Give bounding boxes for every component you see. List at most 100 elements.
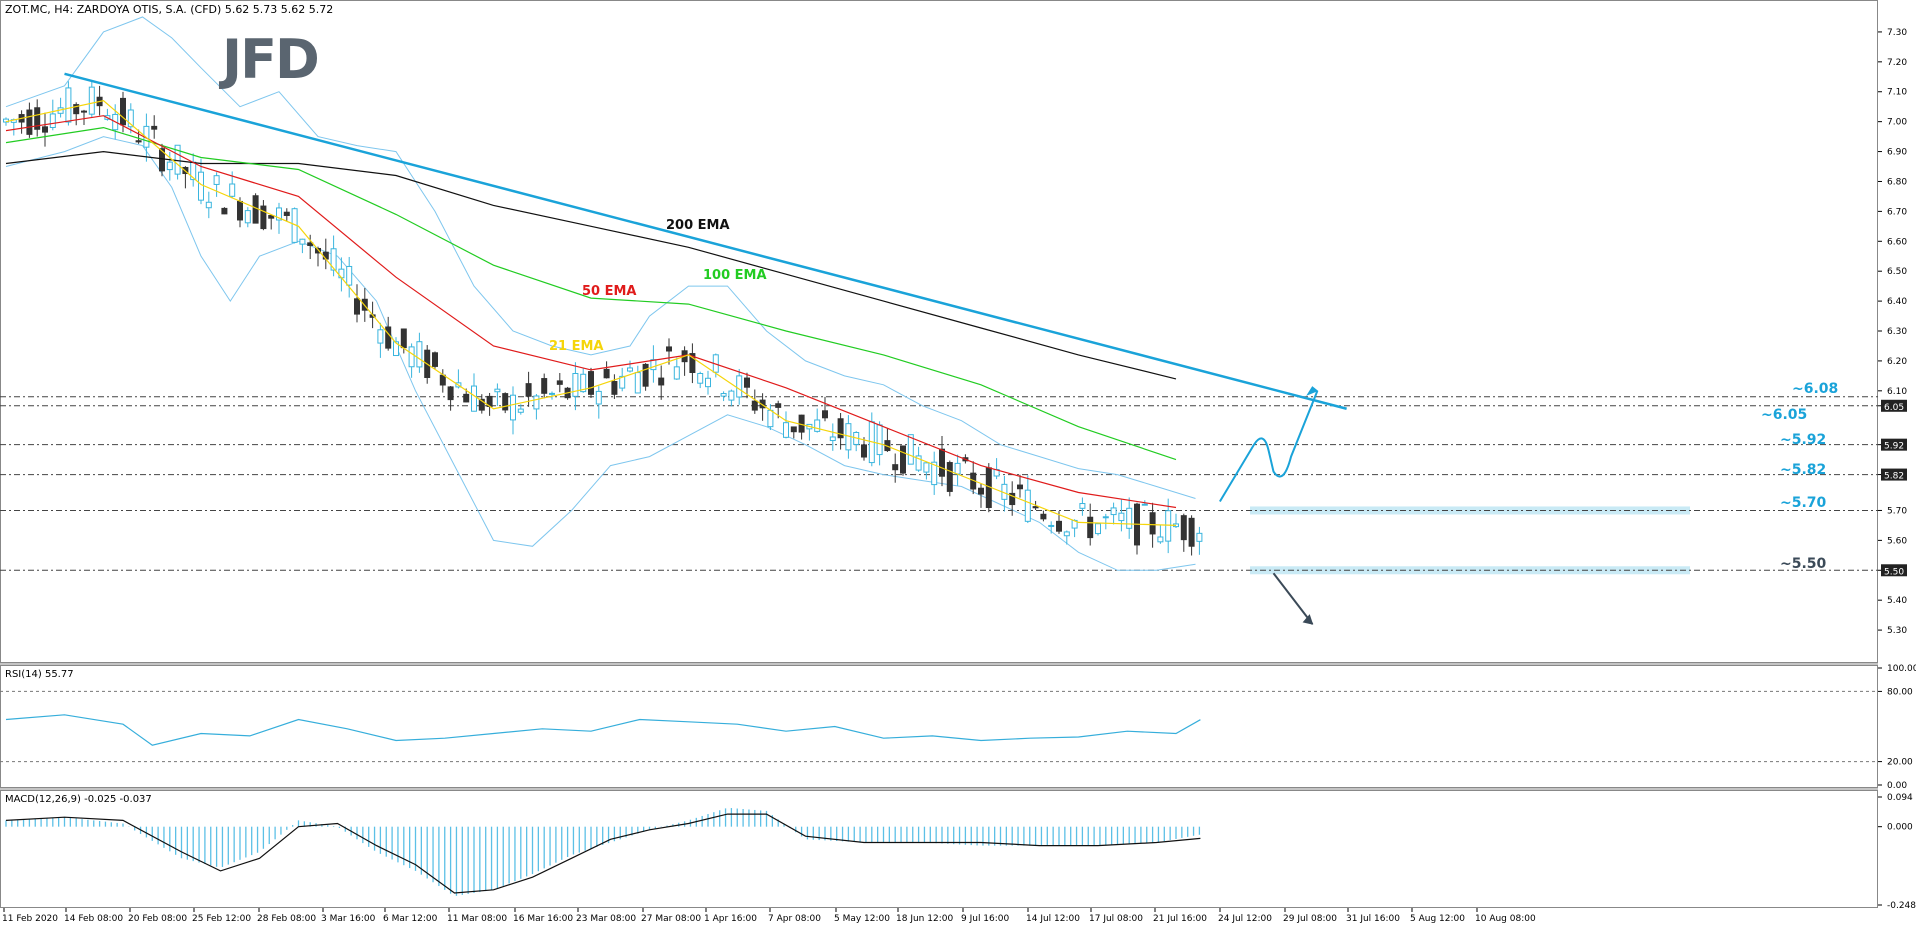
candle-down <box>790 426 797 433</box>
candle-down <box>588 371 594 395</box>
candle-up <box>510 394 516 421</box>
rsi-title: RSI(14) 55.77 <box>5 669 74 680</box>
candle-up <box>650 359 657 371</box>
x-tick-label: 20 Feb 08:00 <box>128 914 187 924</box>
y-level-tag <box>1881 468 1907 481</box>
candle-up <box>299 238 306 245</box>
y-tick-label: 5.40 <box>1887 596 1907 606</box>
x-tick-label: 7 Apr 08:00 <box>768 914 821 924</box>
candle-down <box>221 207 228 215</box>
downtrend-line <box>64 72 1347 410</box>
y-tick-label: 6.60 <box>1887 237 1907 247</box>
candle-up <box>915 455 922 471</box>
candle-down <box>900 445 906 474</box>
candle-down <box>237 200 243 221</box>
y-level-tag <box>1881 438 1907 451</box>
candle-down <box>822 410 828 419</box>
y-tick-label: 6.50 <box>1887 267 1907 277</box>
candle-up <box>517 408 524 413</box>
candle-up <box>720 393 727 397</box>
candle-up <box>619 375 626 389</box>
candle-down <box>744 377 750 388</box>
candle-up <box>1118 512 1125 522</box>
candle-down <box>541 378 548 394</box>
x-tick-label: 1 Apr 16:00 <box>704 914 757 924</box>
candle-down <box>502 393 509 411</box>
y-tick-label: 6.90 <box>1887 148 1907 158</box>
bollinger-lower <box>5 136 1196 571</box>
candle-down <box>135 140 142 143</box>
y-tick-label: 6.40 <box>1887 297 1907 307</box>
candle-down <box>260 205 267 230</box>
y-level-tag-label: 5.92 <box>1884 442 1904 452</box>
candle-up <box>931 461 938 486</box>
candle-down <box>1180 515 1187 541</box>
candle-down <box>861 444 867 458</box>
x-tick-label: 16 Mar 16:00 <box>513 914 573 924</box>
candle-down <box>42 126 48 133</box>
macd-panel-frame <box>0 790 1878 908</box>
candle-up <box>549 392 555 395</box>
candle-up <box>923 462 930 473</box>
y-tick-label: 5.60 <box>1887 536 1907 546</box>
candle-down <box>463 393 470 403</box>
candle-up <box>767 409 774 428</box>
candle-up <box>244 210 251 224</box>
candle-up <box>229 183 236 197</box>
candle-down <box>1017 484 1023 490</box>
candle-up <box>49 113 56 128</box>
candle-up <box>697 372 704 384</box>
rsi-tick-label: 100.00 <box>1887 664 1916 674</box>
main-plot <box>0 16 1878 625</box>
candle-up <box>1079 503 1086 509</box>
candle-up <box>205 201 212 209</box>
candle-up <box>1110 507 1117 516</box>
candle-up <box>954 462 961 475</box>
candle-up <box>330 248 337 271</box>
candle-down <box>400 328 407 349</box>
candle-up <box>1157 536 1164 543</box>
candle-down <box>642 363 649 387</box>
candle-down <box>447 386 454 401</box>
candle-down <box>120 97 126 126</box>
y-level-tag <box>1881 564 1907 577</box>
ema50-annotation: 50 EMA <box>582 284 637 299</box>
candle-down <box>1188 517 1195 547</box>
candle-up <box>377 329 384 344</box>
candle-up <box>65 87 72 123</box>
candle-down <box>939 448 945 477</box>
candle-up <box>494 388 501 393</box>
candle-up <box>88 86 95 115</box>
x-tick-label: 24 Jul 12:00 <box>1218 914 1272 924</box>
candle-down <box>252 195 259 224</box>
candle-down <box>73 104 80 115</box>
candle-up <box>907 434 914 465</box>
ema100-annotation: 100 EMA <box>703 268 767 283</box>
macd-title: MACD(12,26,9) -0.025 -0.037 <box>5 794 152 805</box>
y-tick-label: 6.80 <box>1887 177 1907 187</box>
macd-tick-label: -0.248 <box>1887 901 1916 911</box>
candle-up <box>174 144 181 175</box>
x-tick-label: 5 Aug 12:00 <box>1410 914 1465 924</box>
candle-down <box>432 352 438 367</box>
candle-up <box>814 419 821 432</box>
x-tick-label: 5 May 12:00 <box>834 914 890 924</box>
candle-up <box>1095 523 1101 535</box>
rsi-panel-frame <box>0 665 1878 788</box>
candle-down <box>775 403 782 408</box>
macd-plot <box>5 808 1201 896</box>
candle-down <box>268 215 275 219</box>
ema21-annotation: 21 EMA <box>549 339 604 354</box>
candle-up <box>1165 510 1172 542</box>
y-level-tag-label: 6.05 <box>1884 403 1904 413</box>
x-tick-label: 27 Mar 08:00 <box>641 914 701 924</box>
candle-up <box>627 367 633 372</box>
candle-down <box>892 464 899 471</box>
rsi-plot <box>0 690 1878 763</box>
bollinger-upper <box>5 16 1196 499</box>
candle-down <box>1009 492 1016 506</box>
arrowhead-up <box>1306 386 1319 396</box>
ema50-line <box>5 115 1177 509</box>
